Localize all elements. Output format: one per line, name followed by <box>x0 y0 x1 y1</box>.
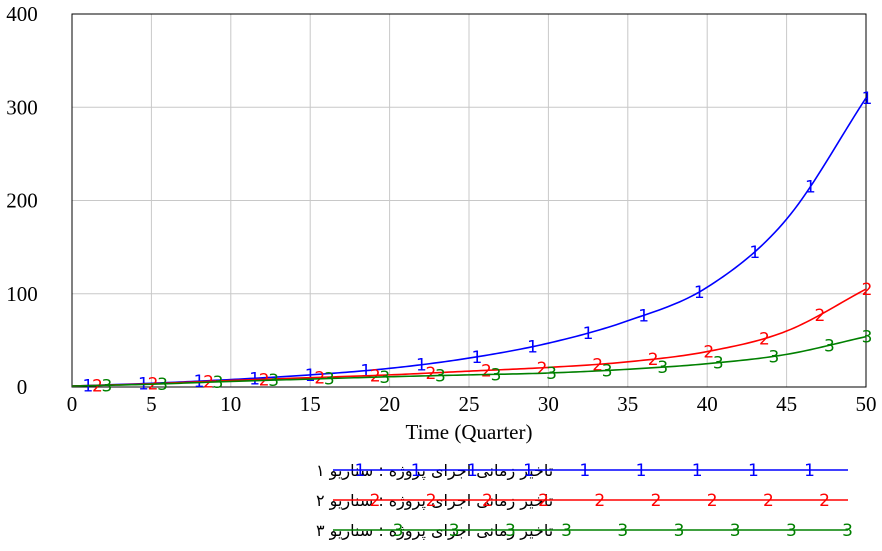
series-marker-1: 1 <box>82 377 93 397</box>
series-marker-2: 2 <box>703 342 714 362</box>
legend-marker-3: 3 <box>730 521 741 541</box>
series-marker-1: 1 <box>638 306 649 326</box>
legend-marker-2: 2 <box>538 491 549 511</box>
x-tick-label: 45 <box>776 392 797 416</box>
series-marker-3: 3 <box>268 371 279 391</box>
x-axis-title: Time (Quarter) <box>406 420 533 444</box>
series-marker-2: 2 <box>92 376 103 396</box>
x-tick-label: 40 <box>697 392 718 416</box>
series-marker-2: 2 <box>759 330 770 350</box>
legend-marker-2: 2 <box>482 491 493 511</box>
series-marker-1: 1 <box>527 338 538 358</box>
series-marker-2: 2 <box>592 355 603 375</box>
series-marker-2: 2 <box>862 280 873 300</box>
series-marker-1: 1 <box>416 356 427 376</box>
series-marker-3: 3 <box>379 368 390 388</box>
series-marker-1: 1 <box>862 89 873 109</box>
x-tick-label: 15 <box>300 392 321 416</box>
legend-marker-2: 2 <box>594 491 605 511</box>
legend-marker-3: 3 <box>786 521 797 541</box>
y-tick-label: 0 <box>17 375 28 399</box>
legend-marker-2: 2 <box>370 491 381 511</box>
series-marker-2: 2 <box>537 359 548 379</box>
legend-marker-3: 3 <box>449 521 460 541</box>
legend-marker-3: 3 <box>674 521 685 541</box>
x-tick-label: 50 <box>856 392 877 416</box>
series-marker-2: 2 <box>815 306 826 326</box>
legend-label-3: تاخیر زمانی اجرای پروژه : سناریو ۳ <box>316 521 553 541</box>
legend-marker-3: 3 <box>617 521 628 541</box>
series-marker-1: 1 <box>694 283 705 303</box>
legend-marker-1: 1 <box>467 461 478 481</box>
legend-marker-3: 3 <box>393 521 404 541</box>
series-marker-1: 1 <box>749 243 760 263</box>
series-marker-1: 1 <box>472 348 483 368</box>
series-marker-3: 3 <box>157 375 168 395</box>
legend-marker-2: 2 <box>707 491 718 511</box>
legend-marker-3: 3 <box>842 521 853 541</box>
series-marker-3: 3 <box>862 328 873 348</box>
legend-marker-3: 3 <box>561 521 572 541</box>
plot-frame <box>71 13 867 388</box>
legend-marker-1: 1 <box>692 461 703 481</box>
legend-marker-2: 2 <box>763 491 774 511</box>
x-tick-label: 10 <box>220 392 241 416</box>
series-marker-3: 3 <box>213 373 224 393</box>
legend-marker-1: 1 <box>804 461 815 481</box>
series-marker-3: 3 <box>768 347 779 367</box>
series-marker-3: 3 <box>657 358 668 378</box>
series-marker-3: 3 <box>602 361 613 381</box>
legend-marker-3: 3 <box>505 521 516 541</box>
legend-marker-2: 2 <box>426 491 437 511</box>
y-tick-label: 400 <box>6 2 38 26</box>
series-marker-2: 2 <box>648 350 659 370</box>
series-marker-2: 2 <box>425 364 436 384</box>
series-marker-3: 3 <box>102 376 113 396</box>
series-marker-1: 1 <box>305 366 316 386</box>
series-marker-1: 1 <box>583 324 594 344</box>
legend-marker-1: 1 <box>636 461 647 481</box>
series-marker-2: 2 <box>481 361 492 381</box>
series-marker-3: 3 <box>546 364 557 384</box>
legend-marker-1: 1 <box>579 461 590 481</box>
legend-marker-2: 2 <box>651 491 662 511</box>
series-marker-3: 3 <box>435 367 446 387</box>
series-marker-3: 3 <box>824 336 835 356</box>
y-tick-label: 200 <box>6 189 38 213</box>
legend-marker-1: 1 <box>523 461 534 481</box>
legend-label-1: تاخیر زمانی اجرای پروژه : سناریو ۱ <box>316 461 553 481</box>
y-tick-label: 300 <box>6 95 38 119</box>
series-line-3 <box>71 335 867 387</box>
series-marker-1: 1 <box>360 362 371 382</box>
y-tick-label: 100 <box>6 282 38 306</box>
x-tick-label: 30 <box>538 392 559 416</box>
legend-label-2: تاخیر زمانی اجرای پروژه : سناریو ۲ <box>316 491 553 511</box>
x-tick-label: 20 <box>379 392 400 416</box>
series-marker-1: 1 <box>805 178 816 198</box>
legend-marker-1: 1 <box>355 461 366 481</box>
series-marker-3: 3 <box>491 365 502 385</box>
legend-marker-2: 2 <box>819 491 830 511</box>
x-tick-label: 5 <box>146 392 157 416</box>
x-tick-label: 35 <box>617 392 638 416</box>
x-tick-label: 0 <box>67 392 78 416</box>
legend-marker-1: 1 <box>411 461 422 481</box>
x-tick-label: 25 <box>459 392 480 416</box>
legend-marker-1: 1 <box>748 461 759 481</box>
series-marker-3: 3 <box>713 354 724 374</box>
series-marker-3: 3 <box>324 370 335 390</box>
